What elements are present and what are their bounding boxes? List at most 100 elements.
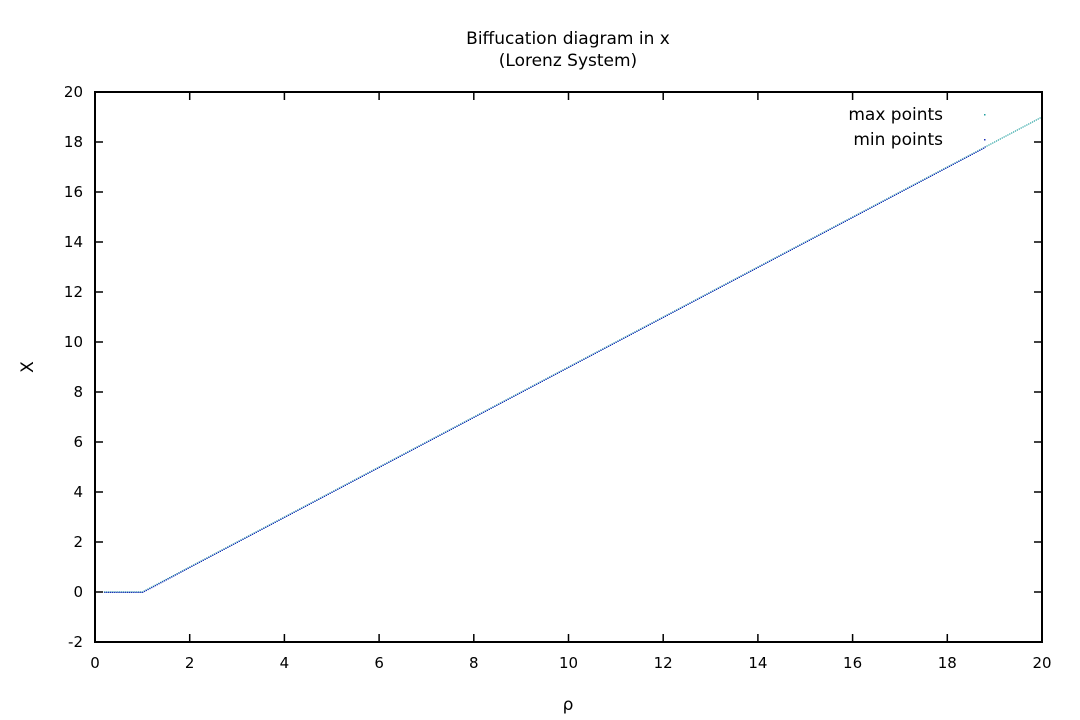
x-tick-label: 12	[654, 654, 673, 672]
data-point	[246, 536, 248, 538]
data-point	[717, 287, 720, 289]
data-point	[831, 227, 833, 229]
data-point	[969, 154, 972, 156]
data-point	[627, 335, 629, 337]
data-point	[596, 351, 598, 353]
data-point	[901, 190, 903, 192]
data-point	[441, 433, 443, 435]
data-point	[863, 210, 865, 212]
data-point	[416, 446, 418, 448]
data-point	[435, 436, 437, 438]
data-point	[142, 591, 144, 593]
data-point	[543, 379, 545, 381]
data-point	[585, 357, 587, 359]
data-point	[604, 347, 606, 349]
data-point	[621, 338, 623, 340]
data-point	[287, 514, 290, 516]
data-point	[700, 296, 703, 298]
data-point	[873, 205, 875, 207]
data-point	[395, 457, 398, 459]
data-point	[570, 365, 572, 367]
data-point	[367, 472, 369, 474]
data-point	[492, 406, 494, 408]
data-point	[418, 445, 420, 447]
data-point	[293, 511, 295, 513]
data-point	[725, 283, 727, 285]
data-point	[731, 280, 733, 282]
data-point	[522, 390, 525, 392]
data-point	[918, 181, 920, 183]
data-point	[154, 585, 157, 587]
data-point	[926, 177, 928, 179]
x-tick-label: 20	[1032, 654, 1051, 672]
y-tick-label: 18	[64, 133, 83, 151]
data-point	[305, 505, 307, 507]
data-point	[219, 550, 222, 552]
data-point	[216, 552, 218, 554]
data-point	[140, 591, 142, 593]
data-point	[301, 507, 303, 509]
data-point	[233, 543, 235, 545]
data-point	[791, 248, 793, 250]
data-point	[803, 242, 805, 244]
data-point	[670, 312, 672, 314]
data-point	[806, 240, 809, 242]
data-point	[995, 140, 998, 142]
data-point	[130, 591, 132, 593]
data-point	[706, 293, 708, 295]
data-point	[645, 325, 648, 327]
data-point	[897, 192, 900, 194]
data-point	[1016, 129, 1018, 131]
data-point	[227, 546, 229, 548]
y-tick-label: 6	[73, 433, 83, 451]
data-point	[608, 345, 610, 347]
data-point	[606, 346, 608, 348]
data-point	[1030, 122, 1032, 124]
data-point	[973, 152, 975, 154]
data-point	[931, 174, 934, 176]
data-point	[617, 340, 619, 342]
data-point	[407, 451, 409, 453]
data-point	[373, 469, 375, 471]
data-point	[852, 216, 854, 218]
data-point	[810, 238, 812, 240]
data-point	[952, 163, 954, 165]
data-point	[772, 258, 775, 260]
data-point	[778, 255, 780, 257]
data-point	[549, 376, 551, 378]
data-point	[653, 321, 655, 323]
data-point	[519, 392, 521, 394]
data-point	[882, 200, 884, 202]
data-point	[377, 467, 379, 469]
legend-marker-0	[984, 114, 986, 116]
plot-frame	[94, 91, 1043, 643]
data-point	[922, 179, 924, 181]
data-point	[916, 182, 918, 184]
y-tick-label: -2	[68, 633, 83, 651]
data-point	[776, 256, 778, 258]
data-point	[361, 475, 364, 477]
data-point	[661, 317, 663, 319]
data-point	[930, 175, 932, 177]
data-point	[210, 555, 212, 557]
data-point	[454, 426, 456, 428]
data-point	[331, 491, 333, 493]
data-point	[255, 531, 257, 533]
data-point	[528, 387, 530, 389]
data-point	[924, 178, 926, 180]
data-point	[231, 544, 233, 546]
data-point	[928, 176, 930, 178]
data-point	[380, 465, 382, 467]
data-point	[948, 165, 951, 167]
data-point	[1028, 123, 1030, 125]
data-point	[827, 229, 829, 231]
data-point	[134, 591, 136, 593]
data-point	[954, 162, 956, 164]
data-point	[464, 421, 466, 423]
data-point	[748, 271, 750, 273]
data-point	[786, 251, 788, 253]
legend: max points min points	[848, 105, 986, 150]
data-point	[695, 299, 697, 301]
data-point	[509, 397, 511, 399]
data-point	[346, 483, 348, 485]
